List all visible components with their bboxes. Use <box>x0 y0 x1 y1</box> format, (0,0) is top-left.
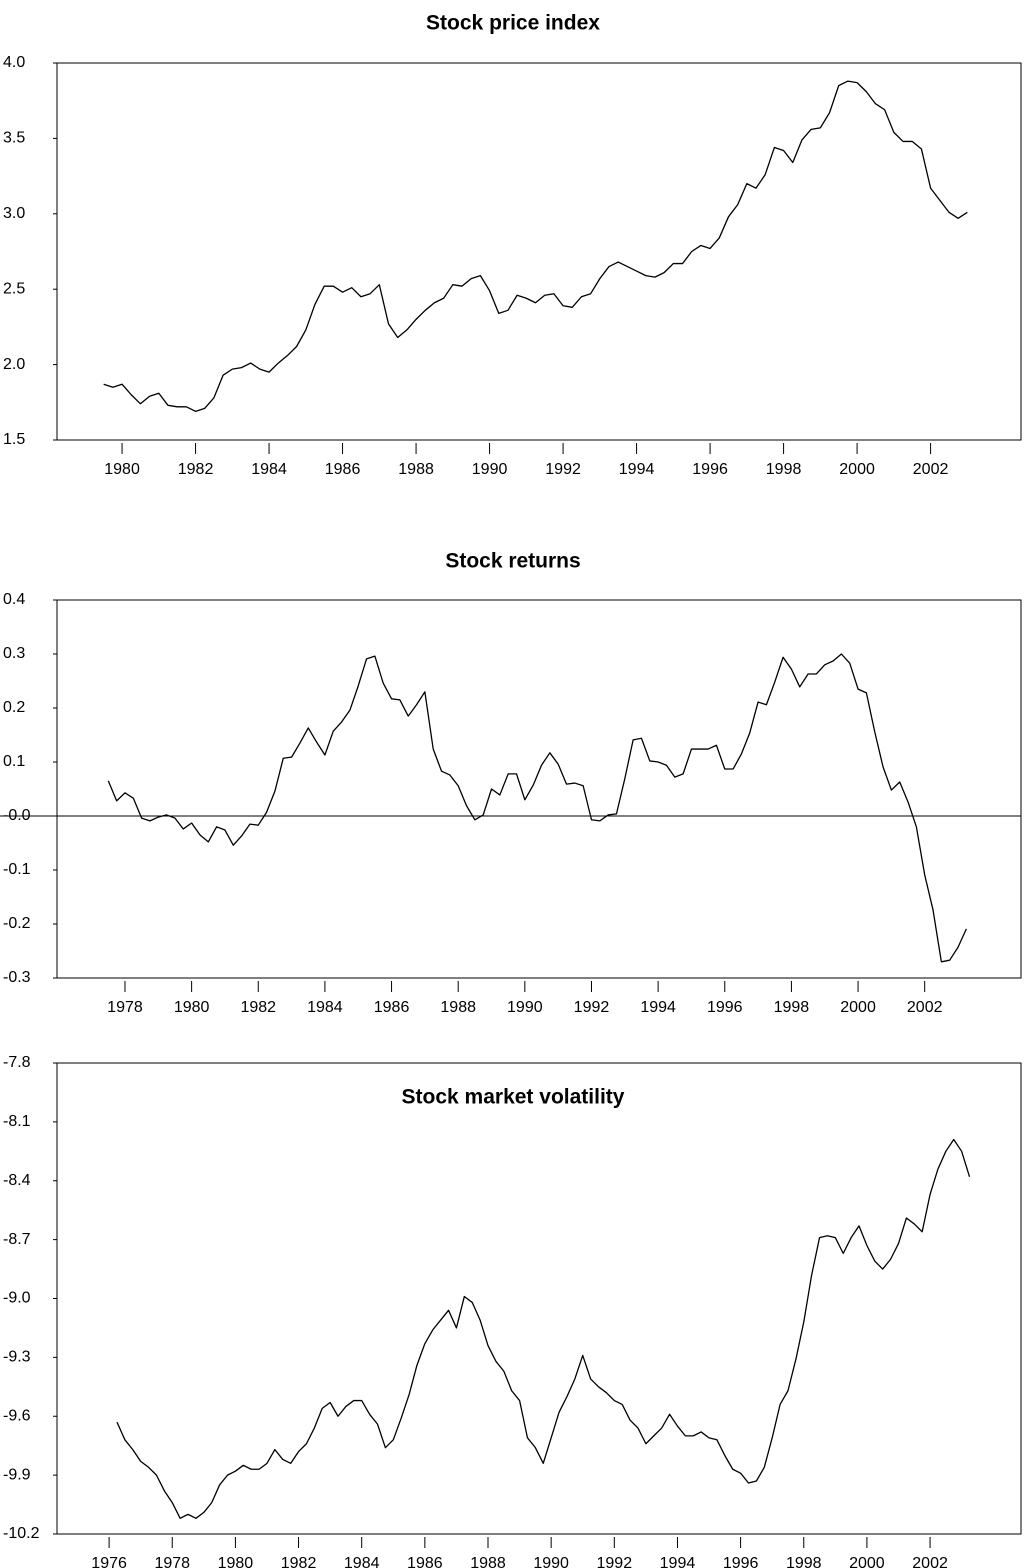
y-tick-label: -0.2 <box>3 915 31 932</box>
x-tick-label: 2000 <box>839 461 875 478</box>
x-tick-label: 1996 <box>723 1555 759 1568</box>
x-tick-label: 1998 <box>766 461 802 478</box>
y-tick-label: 0.2 <box>3 699 25 716</box>
y-tick-label: 0.3 <box>3 645 25 662</box>
x-tick-label: 2002 <box>912 1555 948 1568</box>
x-tick-label: 1982 <box>178 461 214 478</box>
x-tick-label: 1996 <box>707 999 743 1016</box>
x-tick-label: 1984 <box>251 461 287 478</box>
data-line <box>116 1138 971 1519</box>
x-tick-label: 1984 <box>307 999 343 1016</box>
x-tick-label: 1994 <box>619 461 655 478</box>
plot-frame <box>56 62 1022 441</box>
plot-frame <box>56 1062 1022 1535</box>
y-tick-label: -9.6 <box>3 1407 31 1424</box>
x-tick-label: 1980 <box>218 1555 254 1568</box>
x-tick-label: 1984 <box>344 1555 380 1568</box>
chart-title: Stock returns <box>445 550 580 573</box>
y-tick-label: -8.4 <box>3 1172 31 1189</box>
y-tick-label: -0.3 <box>3 969 31 986</box>
y-tick-label: 0.1 <box>3 753 25 770</box>
y-tick-label: -8.7 <box>3 1231 31 1248</box>
x-tick-label: 1980 <box>104 461 140 478</box>
x-tick-label: 1988 <box>398 461 434 478</box>
y-tick-label: -9.3 <box>3 1349 31 1366</box>
x-tick-label: 1994 <box>660 1555 696 1568</box>
x-tick-label: 1990 <box>507 999 543 1016</box>
y-tick-label: 4.0 <box>3 54 25 71</box>
y-tick-label: 2.0 <box>3 356 25 373</box>
x-tick-label: 2002 <box>913 461 949 478</box>
y-tick-label: 3.5 <box>3 130 25 147</box>
y-tick-label: 0.4 <box>3 591 25 608</box>
x-tick-label: 1986 <box>325 461 361 478</box>
x-tick-label: 1990 <box>472 461 508 478</box>
y-tick-label: -7.8 <box>3 1054 31 1071</box>
x-tick-label: 1980 <box>174 999 210 1016</box>
x-tick-label: 1976 <box>91 1555 127 1568</box>
y-tick-label: 1.5 <box>3 431 25 448</box>
x-tick-label: 2002 <box>907 999 943 1016</box>
x-tick-label: 1982 <box>281 1555 317 1568</box>
x-tick-label: 1998 <box>774 999 810 1016</box>
y-tick-label: -9.9 <box>3 1466 31 1483</box>
x-tick-label: 1978 <box>107 999 143 1016</box>
x-tick-label: 1986 <box>374 999 410 1016</box>
x-tick-label: 1978 <box>154 1555 190 1568</box>
x-tick-label: 1994 <box>640 999 676 1016</box>
chart-title: Stock market volatility <box>402 1086 625 1109</box>
chart-title: Stock price index <box>426 12 600 35</box>
x-tick-label: 1992 <box>545 461 581 478</box>
x-tick-label: 1992 <box>597 1555 633 1568</box>
x-tick-label: 1982 <box>240 999 276 1016</box>
x-tick-label: 1988 <box>440 999 476 1016</box>
data-line <box>103 80 968 412</box>
x-tick-label: 2000 <box>840 999 876 1016</box>
y-tick-label: 2.5 <box>3 280 25 297</box>
data-line <box>107 653 967 963</box>
x-tick-label: 1988 <box>470 1555 506 1568</box>
x-tick-label: 1990 <box>533 1555 569 1568</box>
x-tick-label: 1996 <box>692 461 728 478</box>
x-tick-label: 1992 <box>574 999 610 1016</box>
y-tick-label: -8.1 <box>3 1113 31 1130</box>
x-tick-label: 1986 <box>407 1555 443 1568</box>
y-tick-label: -9.0 <box>3 1290 31 1307</box>
y-tick-label: -10.2 <box>3 1525 40 1542</box>
y-tick-label: 3.0 <box>3 205 25 222</box>
plot-frame <box>56 599 1022 979</box>
x-tick-label: 1998 <box>786 1555 822 1568</box>
y-tick-label: -0.1 <box>3 861 31 878</box>
x-tick-label: 2000 <box>849 1555 885 1568</box>
